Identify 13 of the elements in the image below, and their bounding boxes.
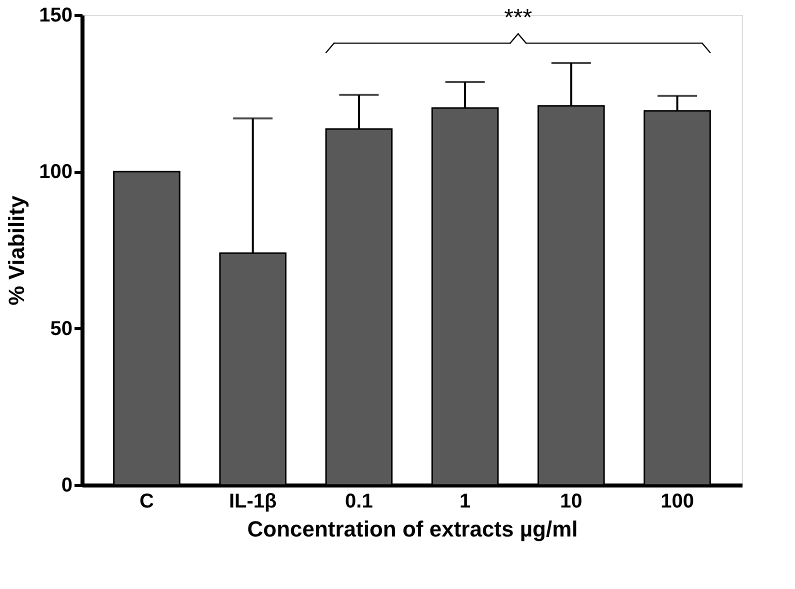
x-tick-label: 0.1	[345, 490, 373, 512]
x-tick-label: 1	[459, 490, 471, 512]
y-tick-label: 50	[50, 318, 72, 340]
y-tick-label: 150	[39, 4, 72, 26]
y-tick-label: 0	[61, 474, 72, 496]
x-tick-label: 100	[660, 490, 694, 512]
x-axis-title: Concentration of extracts µg/ml	[247, 516, 578, 542]
x-tick-label: IL-1β	[228, 490, 277, 512]
y-tick-label: 100	[39, 161, 72, 184]
x-tick-label: C	[140, 490, 154, 512]
annotation: ***	[504, 4, 532, 32]
y-axis-title: % Viability	[4, 194, 30, 306]
x-tick-label: 10	[560, 490, 582, 512]
